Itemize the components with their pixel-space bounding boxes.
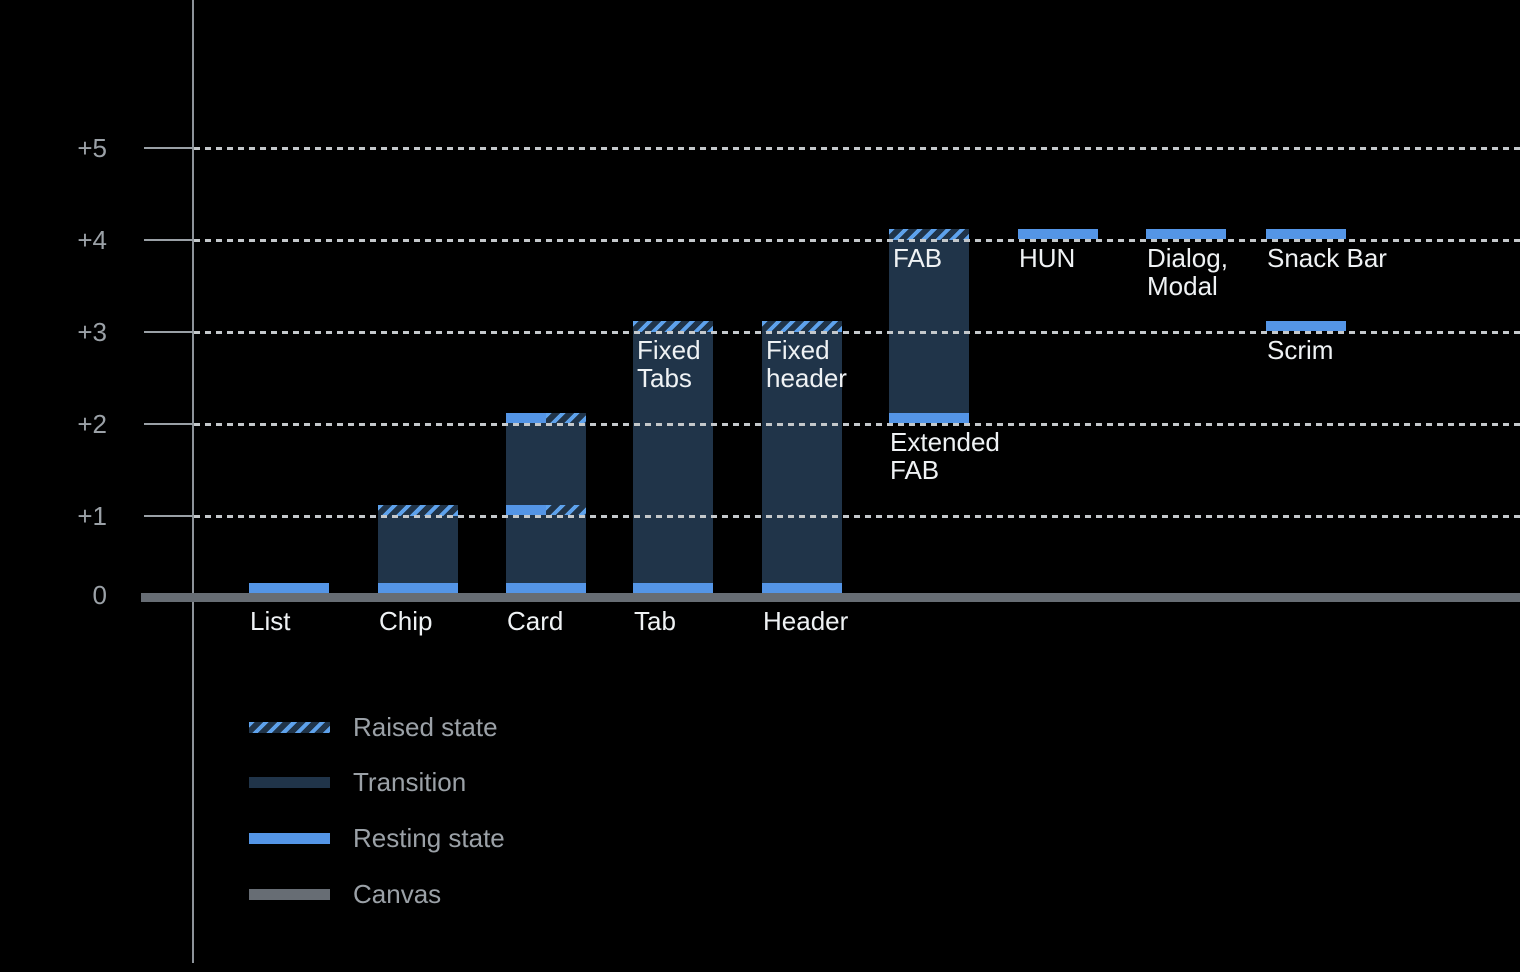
label-tab-line: Fixed [637,335,701,365]
label-fab-line: FAB [890,455,940,485]
bar-dialog-modal-resting [1146,229,1226,239]
bar-hun-resting [1018,229,1098,239]
bar-chip-transition [378,515,458,583]
y-tick-label-plus4: +4 [27,224,107,256]
legend-swatch-transition [249,777,330,788]
y-tick-label-plus4-line: +4 [77,225,107,255]
bar-header-transition [762,331,842,583]
legend-label-transition: Transition [353,768,466,796]
bar-card-resting-l1 [506,505,546,515]
y-tick-label-plus2-line: +2 [77,409,107,439]
bar-scrim-resting [1266,321,1346,331]
gridline-plus2 [194,423,1520,426]
gridline-plus4 [194,239,1520,242]
axis-label-list-line: List [250,606,291,636]
y-tick-plus3 [144,331,193,333]
label-fab-line: FAB [893,243,943,273]
y-tick-plus4 [144,239,193,241]
bar-list-resting [249,583,329,593]
legend-label-resting: Resting state [353,824,505,852]
y-tick-plus1 [144,515,193,517]
label-scrim: Scrim [1267,336,1333,364]
bar-snack-bar-resting [1266,229,1346,239]
axis-label-header: Header [763,607,848,635]
legend-label-transition-line: Transition [353,767,467,797]
label-header: Fixed header [766,336,847,392]
gridline-plus5 [194,147,1520,150]
legend-label-raised-line: Raised state [353,712,498,742]
bar-chip-raised [378,505,458,516]
bar-card-raised-l1 [546,505,586,515]
canvas-baseline [141,593,1520,602]
bar-fab-raised [889,229,969,240]
label-header-line: Fixed [766,335,830,365]
gridline-plus1 [194,515,1520,518]
bar-card-transition [506,423,586,583]
y-tick-label-zero-line: 0 [92,580,107,610]
label-dialog-modal: Dialog, Modal [1147,244,1228,300]
bar-tab-transition [633,331,713,583]
axis-label-tab-line: Tab [634,606,676,636]
label-header-line: header [766,363,847,393]
legend-swatch-resting [249,833,330,844]
bar-tab-resting [633,583,713,593]
bar-card-resting [506,583,586,593]
label-hun: HUN [1019,244,1075,272]
label-fab: Extended FAB [890,428,1000,484]
y-axis-line [192,0,194,963]
legend-label-canvas-line: Canvas [353,879,442,909]
bar-fab-transition [889,239,969,413]
axis-label-card: Card [507,607,563,635]
axis-label-card-line: Card [507,606,564,636]
y-tick-plus5 [144,147,193,149]
label-tab-line: Tabs [637,363,692,393]
axis-label-chip: Chip [379,607,432,635]
legend-label-raised: Raised state [353,713,498,741]
y-tick-plus2 [144,423,193,425]
axis-label-chip-line: Chip [379,606,433,636]
label-snack-bar: Snack Bar [1267,244,1387,272]
bar-card-resting-l2 [506,413,546,423]
bar-header-raised [762,321,842,332]
y-tick-label-plus1-line: +1 [77,501,107,531]
label-fab-line: Extended [890,427,1000,457]
axis-label-tab: Tab [634,607,676,635]
label-tab: Fixed Tabs [637,336,701,392]
bar-card-raised-l2 [546,413,586,423]
axis-label-list: List [250,607,290,635]
legend-swatch-canvas [249,889,330,900]
label-dialog-modal-line: Dialog, [1147,243,1228,273]
bar-chip-resting [378,583,458,593]
label-hun-line: HUN [1019,243,1076,273]
legend-label-canvas: Canvas [353,880,441,908]
gridline-plus3 [194,331,1520,334]
y-tick-label-plus2: +2 [27,408,107,440]
bar-fab-resting [889,413,969,423]
y-tick-label-plus3-line: +3 [77,317,107,347]
bar-tab-raised [633,321,713,332]
axis-label-header-line: Header [763,606,849,636]
y-tick-label-zero: 0 [27,579,107,611]
y-tick-label-plus1: +1 [27,500,107,532]
legend-label-resting-line: Resting state [353,823,505,853]
y-tick-label-plus3: +3 [27,316,107,348]
label-dialog-modal-line: Modal [1147,271,1218,301]
legend-swatch-raised [249,722,330,733]
bar-header-resting [762,583,842,593]
y-tick-label-plus5-line: +5 [77,133,107,163]
label-snack-bar-line: Snack Bar [1267,243,1387,273]
y-tick-label-plus5: +5 [27,132,107,164]
label-fab: FAB [893,244,942,272]
label-scrim-line: Scrim [1267,335,1334,365]
